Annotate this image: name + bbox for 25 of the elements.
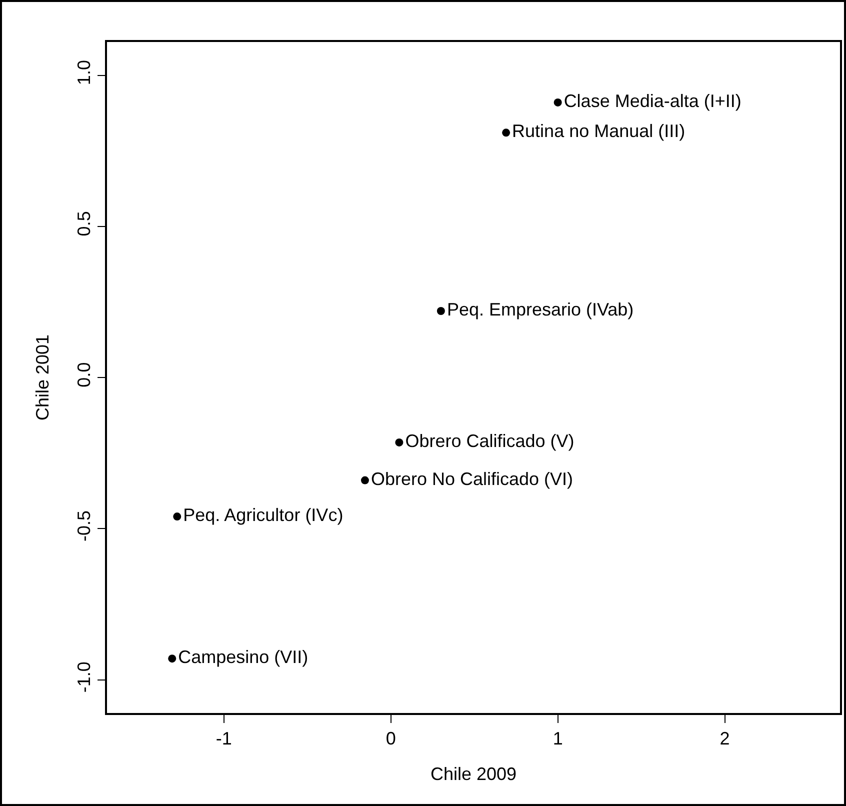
x-tick-label: 1: [552, 728, 563, 748]
data-label: Peq. Empresario (IVab): [446, 300, 634, 320]
y-axis-title: Chile 2001: [32, 334, 53, 421]
data-label: Obrero Calificado (V): [405, 430, 574, 451]
x-tick-label: 0: [386, 728, 396, 748]
x-axis-title: Chile 2009: [430, 764, 517, 784]
y-tick-label: 0.0: [74, 362, 94, 388]
point: [502, 128, 510, 137]
point: [436, 307, 445, 315]
data-label: Campesino (VII): [178, 647, 308, 668]
x-tick-label: 2: [720, 728, 730, 748]
data-label: Rutina no Manual (III): [512, 121, 686, 142]
point: [173, 512, 182, 521]
x-tick-label: -1: [216, 728, 232, 748]
y-tick-label: 0.5: [74, 211, 94, 236]
point: [360, 476, 369, 484]
point: [554, 98, 562, 106]
y-tick-label: -0.5: [74, 510, 94, 542]
data-label: Peq. Agricultor (IVc): [183, 505, 344, 526]
data-label: Obrero No Calificado (VI): [370, 468, 574, 489]
data-label: Clase Media-alta (I+II): [564, 90, 742, 111]
y-tick-label: -1.0: [74, 662, 94, 693]
y-tick-label: 1.0: [74, 60, 94, 86]
point: [168, 654, 176, 663]
point: [395, 438, 404, 446]
